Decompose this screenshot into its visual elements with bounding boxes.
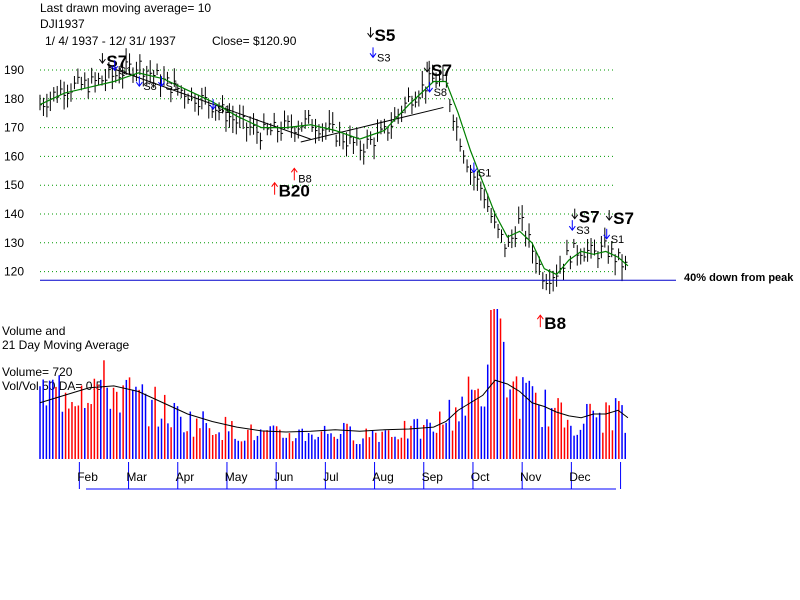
volume-bars: [39, 309, 626, 459]
x-tick-label-apr: Apr: [176, 470, 195, 484]
signal-label-7: S5: [375, 26, 396, 45]
y-tick-140: 140: [4, 207, 24, 221]
close-label: Close= $120.90: [212, 34, 297, 48]
signal-label-11: S1: [478, 168, 491, 180]
volume-value: Volume= 720: [2, 365, 73, 379]
signal-label-13: S3: [576, 225, 589, 237]
signal-label-15: S1: [611, 234, 624, 246]
sell-arrow-head-11: [470, 168, 478, 174]
signal-label-2: S8: [143, 81, 156, 93]
ma-polyline: [39, 72, 629, 276]
signal-label-14: S7: [613, 209, 634, 228]
sell-arrow-head-10: [426, 87, 434, 93]
symbol-label: DJI1937: [40, 17, 85, 31]
sell-arrow-head-7: [367, 32, 374, 39]
signal-label-6: B8: [298, 173, 311, 185]
sell-arrow-head-9: [423, 67, 431, 73]
volume-title-2: 21 Day Moving Average: [2, 338, 130, 352]
sell-arrow-head-0: [99, 58, 106, 64]
sell-arrow-head-13: [568, 225, 576, 231]
volume-average-polyline: [39, 379, 629, 433]
sell-arrow-head-3: [158, 81, 165, 87]
signal-label-10: S8: [434, 87, 447, 99]
signal-label-1: S1: [119, 65, 132, 77]
buy-arrow-head-5: [271, 181, 279, 188]
x-tick-label-may: May: [225, 470, 248, 484]
y-tick-120: 120: [4, 265, 24, 279]
y-tick-130: 130: [4, 236, 24, 250]
support-trend-line: [300, 106, 444, 143]
volume-title-1: Volume and: [2, 324, 65, 338]
price-grid: 120 130 140 150 160 170 180 190: [4, 63, 615, 279]
x-tick-label-nov: Nov: [520, 470, 541, 484]
sell-arrow-head-15: [603, 234, 611, 240]
signal-label-4: S1: [217, 104, 230, 116]
trend-lines: [108, 66, 444, 143]
sell-arrow-head-8: [369, 53, 377, 59]
x-tick-label-jul: Jul: [323, 470, 338, 484]
y-tick-170: 170: [4, 121, 24, 135]
signal-label-0: S7: [106, 52, 127, 71]
x-axis: Feb Mar Apr May Jun Jul Aug Sep Oct Nov Dec: [77, 462, 622, 490]
signal-label-12: S7: [579, 208, 600, 227]
date-range: 1/ 4/ 1937 - 12/ 31/ 1937: [45, 34, 176, 48]
x-tick-label-sep: Sep: [422, 470, 444, 484]
sell-arrow-head-2: [135, 81, 143, 87]
peak-annotation: 40% down from peak: [684, 272, 794, 284]
y-tick-180: 180: [4, 92, 24, 106]
sell-arrow-head-14: [605, 215, 613, 221]
signal-label-16: B8: [544, 314, 566, 333]
x-tick-label-aug: Aug: [372, 470, 393, 484]
volume-average-line: [39, 379, 629, 433]
ma-label: Last drawn moving average= 10: [40, 1, 211, 15]
price-bars: [39, 48, 628, 294]
sell-arrow-head-1: [111, 66, 119, 72]
sell-arrow-head-12: [571, 214, 579, 220]
x-tick-label-feb: Feb: [77, 470, 98, 484]
x-tick-label-mar: Mar: [126, 470, 147, 484]
buy-arrow-head-6: [290, 167, 298, 173]
y-tick-160: 160: [4, 149, 24, 163]
sell-arrow-head-4: [209, 104, 217, 111]
y-tick-150: 150: [4, 178, 24, 192]
signal-label-3: S1: [165, 81, 178, 93]
signal-label-9: S7: [431, 61, 452, 80]
signal-label-5: B20: [279, 182, 310, 201]
signal-label-8: S3: [377, 52, 390, 64]
buy-arrow-head-16: [536, 314, 544, 320]
x-tick-label-oct: Oct: [471, 470, 490, 484]
moving-average-line: [39, 72, 629, 276]
x-tick-label-dec: Dec: [569, 470, 590, 484]
x-tick-label-jun: Jun: [274, 470, 293, 484]
y-tick-190: 190: [4, 63, 24, 77]
